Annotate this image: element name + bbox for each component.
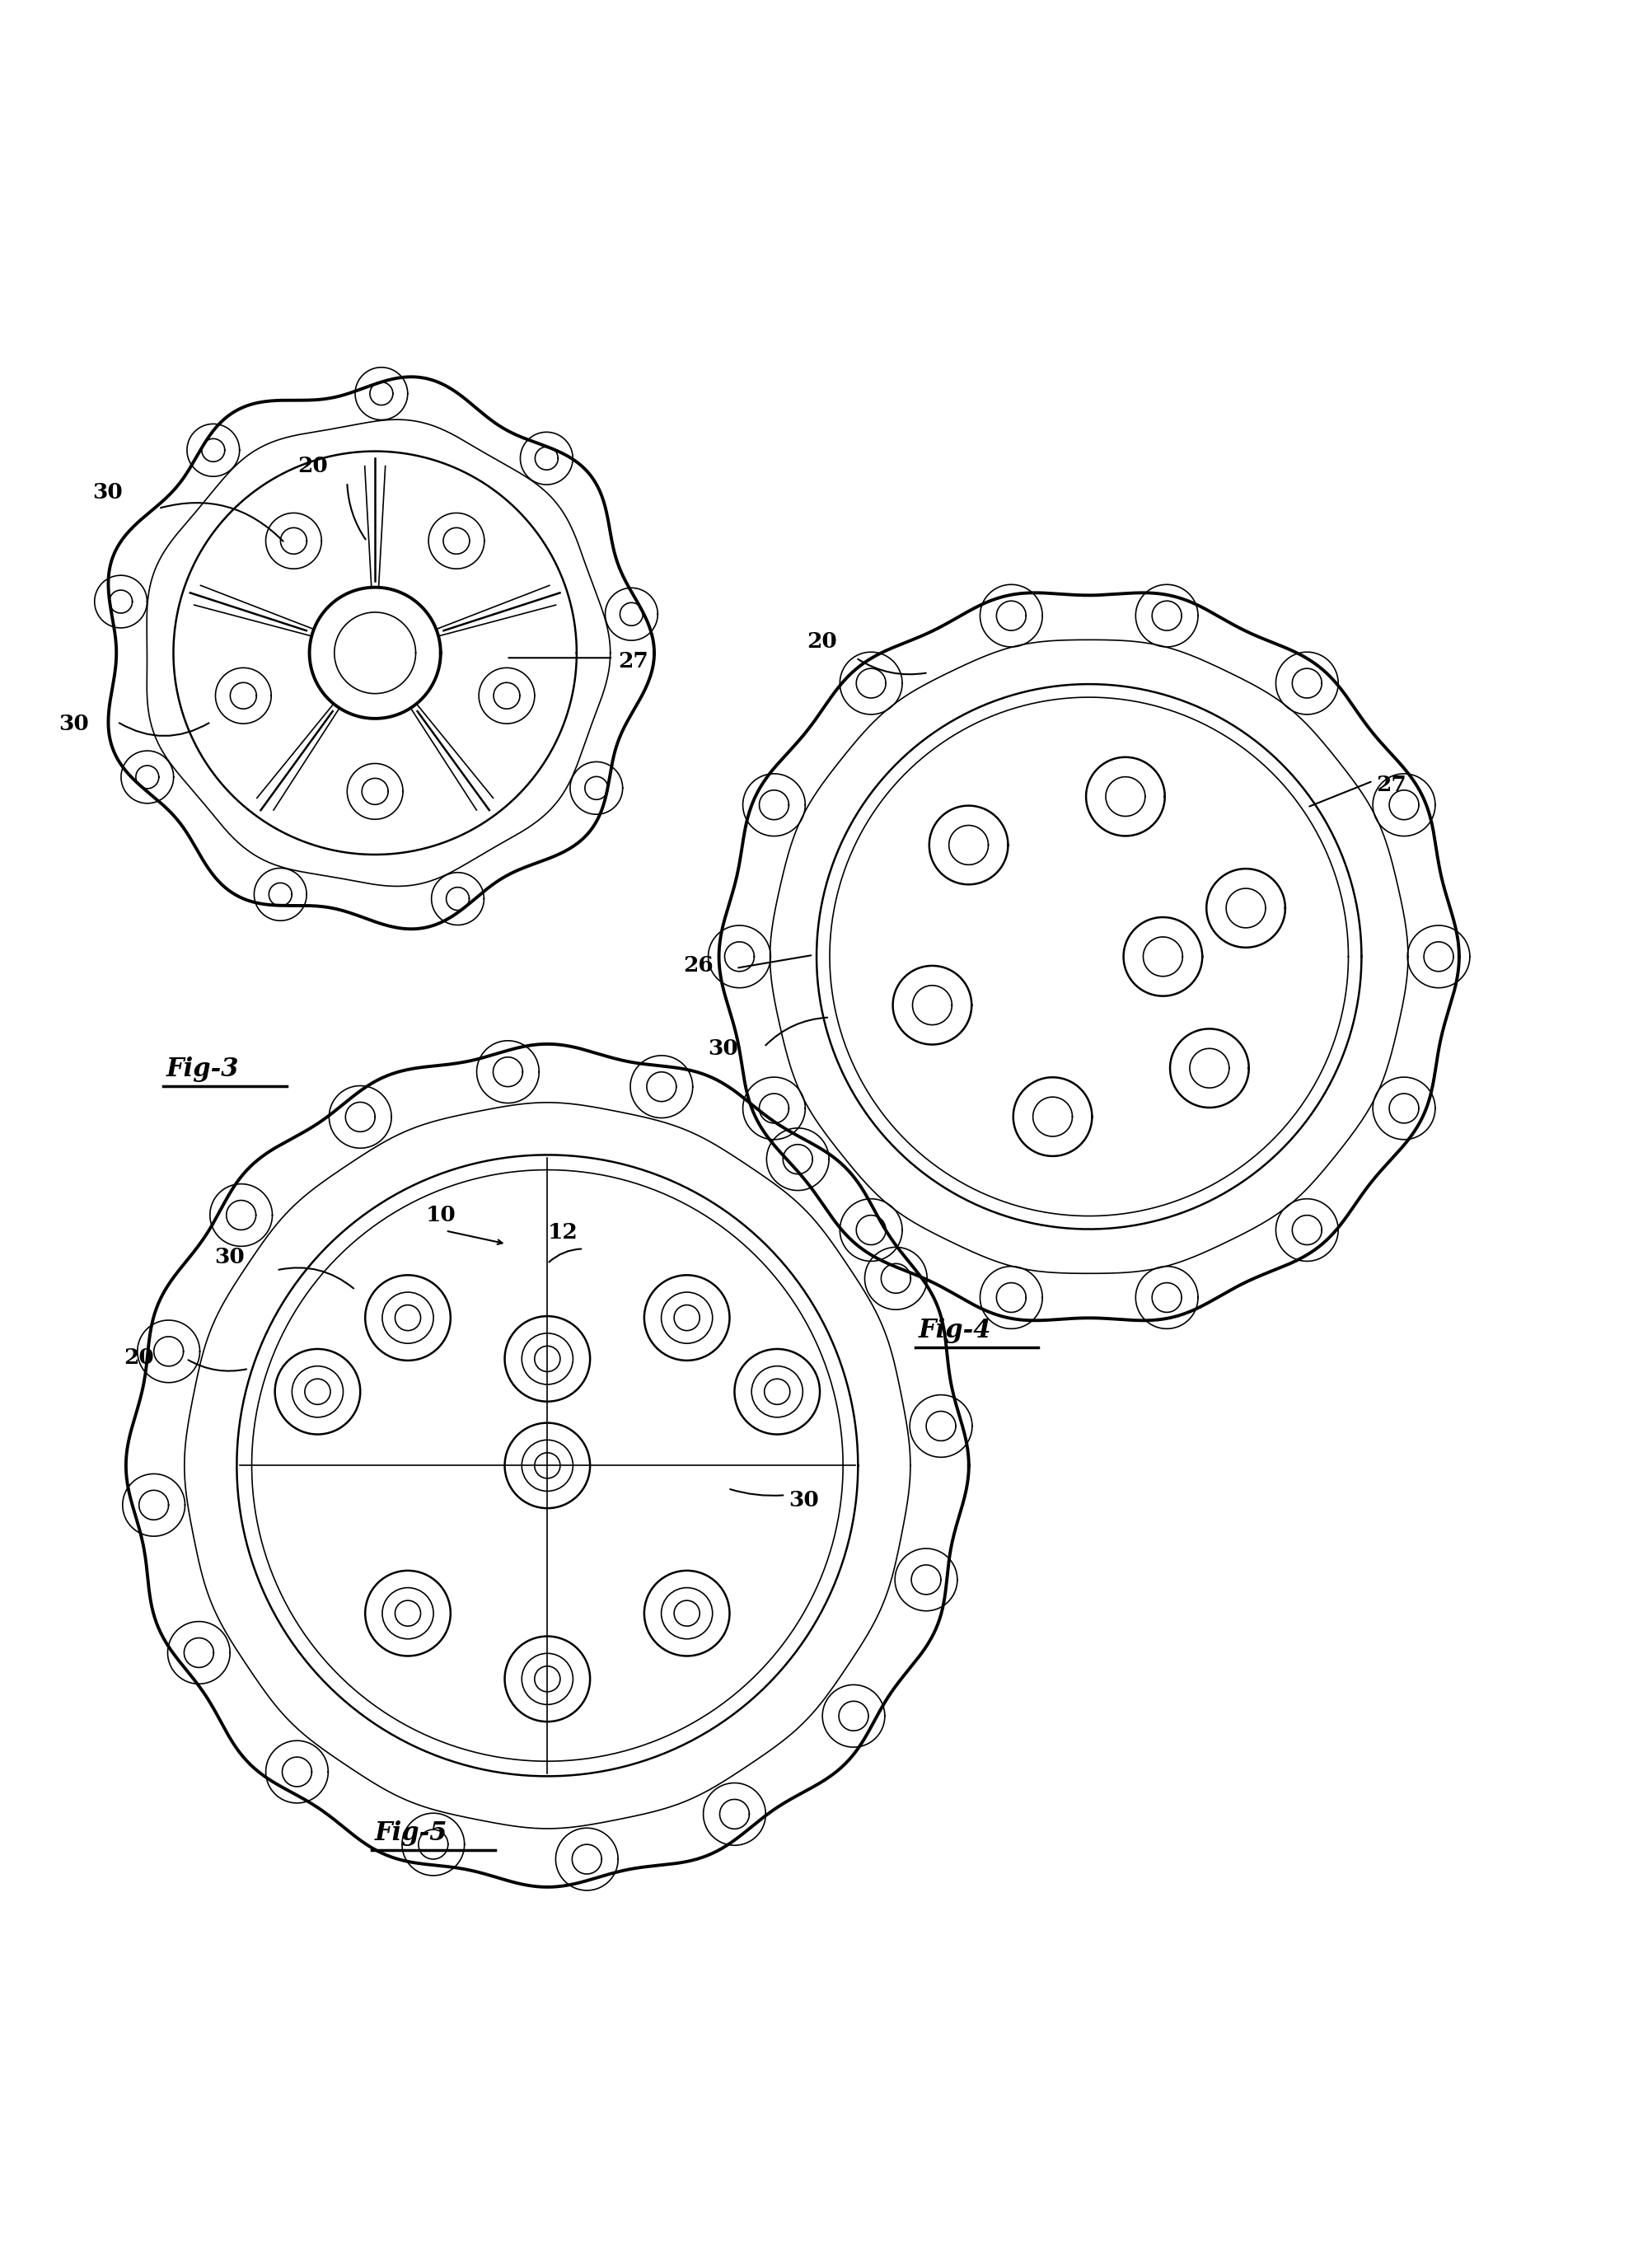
Text: 10: 10 bbox=[426, 1204, 456, 1226]
Text: Fig-3: Fig-3 bbox=[167, 1057, 240, 1082]
Text: 30: 30 bbox=[215, 1246, 244, 1267]
Text: 30: 30 bbox=[93, 483, 122, 504]
Text: 20: 20 bbox=[124, 1348, 154, 1368]
Text: 27: 27 bbox=[1376, 774, 1406, 795]
Text: 30: 30 bbox=[788, 1490, 818, 1511]
Text: 26: 26 bbox=[684, 955, 714, 975]
Text: 27: 27 bbox=[618, 650, 648, 673]
Text: 20: 20 bbox=[806, 632, 836, 653]
Text: 20: 20 bbox=[297, 456, 329, 476]
Text: Fig-5: Fig-5 bbox=[375, 1820, 448, 1845]
Text: Fig-4: Fig-4 bbox=[919, 1319, 991, 1344]
Text: 12: 12 bbox=[547, 1222, 577, 1244]
Text: 30: 30 bbox=[58, 714, 89, 734]
Text: 30: 30 bbox=[707, 1039, 738, 1059]
